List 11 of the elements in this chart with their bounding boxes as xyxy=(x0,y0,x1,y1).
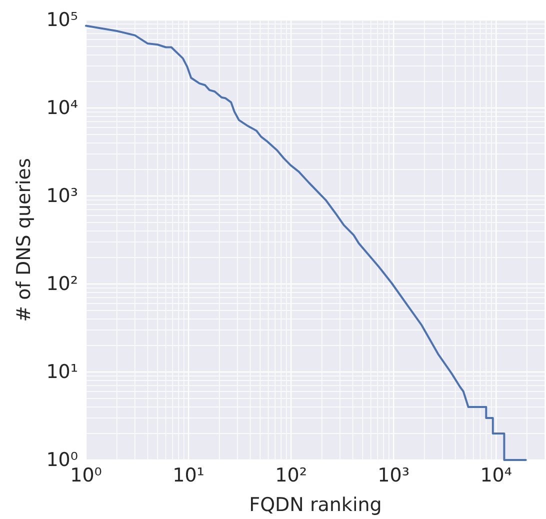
x-axis-title: FQDN ranking xyxy=(249,494,382,516)
x-tick-label: 10² xyxy=(275,464,307,486)
y-tick-label: 10³ xyxy=(46,185,78,208)
y-tick-label: 10² xyxy=(46,273,78,296)
x-tick-label: 10¹ xyxy=(172,464,204,486)
x-tick-label: 10³ xyxy=(378,464,410,486)
y-axis-title: # of DNS queries xyxy=(13,158,35,322)
y-tick-label: 10⁴ xyxy=(46,97,78,120)
y-tick-label: 10⁵ xyxy=(46,9,78,32)
x-tick-label: 10⁴ xyxy=(480,464,512,486)
y-tick-label: 10¹ xyxy=(46,361,78,384)
